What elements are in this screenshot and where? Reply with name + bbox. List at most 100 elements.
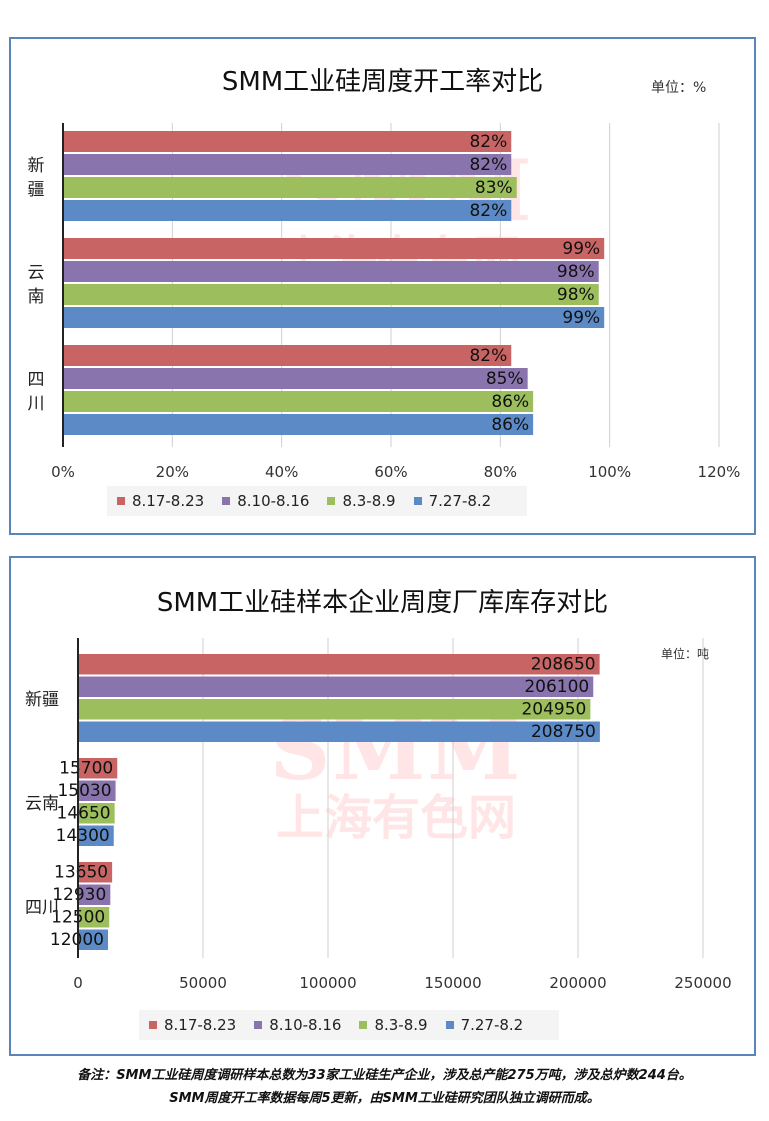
category-label: 云南 (25, 794, 59, 814)
legend-swatch (359, 1021, 368, 1029)
footnote-line-2: SMM周度开工率数据每周5更新，由SMM工业硅研究团队独立调研而成。 (169, 1091, 600, 1106)
chart-title: SMM工业硅周度开工率对比 (221, 67, 544, 97)
legend-label: 8.17-8.23 (132, 492, 205, 510)
data-label: 208650 (531, 655, 596, 675)
legend-label: 7.27-8.2 (460, 1016, 524, 1034)
data-label: 82% (469, 132, 507, 152)
legend-swatch (254, 1021, 263, 1029)
bar (78, 654, 600, 675)
data-label: 99% (562, 239, 600, 259)
legend-label: 7.27-8.2 (428, 492, 492, 510)
data-label: 206100 (524, 677, 589, 697)
bar (78, 803, 115, 824)
data-label: 14300 (56, 826, 110, 846)
legend-label: 8.10-8.16 (269, 1016, 342, 1034)
data-label: 82% (469, 201, 507, 221)
legend-label: 8.3-8.9 (342, 492, 396, 510)
bar (63, 200, 512, 221)
unit-label: 单位：吨 (661, 647, 710, 661)
operating-rate-chart-panel: SMM工业硅周度开工率对比 单位：% SMM 上海有色网 0%20%40%60%… (9, 37, 756, 535)
data-label: 86% (491, 415, 529, 435)
inventory-chart-panel: SMM工业硅样本企业周度厂库库存对比 单位：吨 SMM 上海有色网 0 50000… (9, 556, 756, 1056)
category-label: 南 (28, 287, 45, 307)
bar (78, 929, 108, 950)
bar (63, 391, 534, 412)
bar (63, 414, 534, 435)
bar (78, 884, 111, 905)
data-label: 86% (491, 392, 529, 412)
legend-item: 8.17-8.23 (149, 1016, 236, 1034)
legend-swatch (327, 497, 336, 505)
x-tick-label: 60% (374, 463, 407, 481)
x-tick-label: 50000 (179, 974, 227, 992)
footnote-line-1: 备注：SMM工业硅周度调研样本总数为33家工业硅生产企业，涉及总产能275万吨，… (77, 1068, 692, 1083)
data-label: 82% (469, 346, 507, 366)
bar (78, 825, 114, 846)
bar (78, 862, 113, 883)
category-label: 新疆 (25, 690, 59, 710)
legend-item: 8.3-8.9 (359, 1016, 428, 1034)
category-label: 川 (28, 394, 45, 414)
data-label: 98% (557, 262, 595, 282)
bar (63, 307, 605, 328)
legend-swatch (413, 497, 422, 505)
data-label: 14650 (57, 804, 111, 824)
category-label: 四川 (25, 898, 59, 918)
legend-label: 8.10-8.16 (237, 492, 310, 510)
category-label: 疆 (28, 180, 45, 200)
bar (63, 238, 605, 259)
x-tick-label: 200000 (549, 974, 606, 992)
data-label: 204950 (521, 700, 586, 720)
legend-item: 8.10-8.16 (222, 492, 309, 510)
bar (78, 676, 594, 697)
data-label: 15030 (57, 781, 111, 801)
x-tick-label: 250000 (674, 974, 731, 992)
x-tick-label: 150000 (424, 974, 481, 992)
legend-item: 8.3-8.9 (327, 492, 396, 510)
x-tick-label: 20% (156, 463, 189, 481)
operating-rate-plot: 0% 20% 40% 60% 80% 100% 120% 82% 82% 83% 82% 新疆 99% 9… (28, 123, 741, 481)
data-label: 98% (557, 285, 595, 305)
inventory-plot: 0 50000 100000 150000 200000 250000 2086502061… (25, 638, 732, 992)
category-label: 云 (28, 263, 45, 283)
legend: 8.17-8.23 8.10-8.16 8.3-8.9 7.27-8.2 (139, 1010, 559, 1040)
bar (63, 131, 512, 152)
x-tick-label: 100% (588, 463, 631, 481)
bar (78, 699, 591, 720)
unit-label: 单位：% (651, 80, 707, 96)
legend-swatch (445, 1021, 454, 1029)
legend-item: 8.10-8.16 (254, 1016, 341, 1034)
data-label: 208750 (531, 722, 596, 742)
bar (63, 368, 528, 389)
legend-swatch (222, 497, 231, 505)
data-label: 82% (469, 155, 507, 175)
data-label: 85% (486, 369, 524, 389)
legend-item: 7.27-8.2 (445, 1016, 524, 1034)
bar (78, 907, 110, 928)
category-label: 四 (28, 370, 45, 390)
footnote: 备注：SMM工业硅周度调研样本总数为33家工业硅生产企业，涉及总产能275万吨，… (0, 1064, 769, 1110)
legend-item: 7.27-8.2 (413, 492, 492, 510)
bar (63, 177, 517, 198)
bar (63, 284, 599, 305)
chart-title: SMM工业硅样本企业周度厂库库存对比 (156, 588, 609, 618)
data-label: 99% (562, 308, 600, 328)
legend: 8.17-8.23 8.10-8.16 8.3-8.9 7.27-8.2 (107, 486, 527, 516)
data-label: 15700 (59, 759, 113, 779)
x-tick-label: 0 (73, 974, 83, 992)
legend-swatch (117, 497, 125, 505)
bar (63, 345, 512, 366)
data-label: 12000 (50, 930, 104, 950)
legend-label: 8.17-8.23 (164, 1016, 237, 1034)
data-label: 13650 (54, 863, 108, 883)
bar (78, 780, 116, 801)
legend-item: 8.17-8.23 (117, 492, 204, 510)
bar (78, 721, 600, 742)
bar (63, 261, 599, 282)
x-tick-label: 100000 (299, 974, 356, 992)
data-label: 83% (475, 178, 513, 198)
data-label: 12930 (52, 885, 106, 905)
x-tick-label: 120% (698, 463, 741, 481)
x-tick-label: 80% (484, 463, 517, 481)
legend-label: 8.3-8.9 (374, 1016, 428, 1034)
